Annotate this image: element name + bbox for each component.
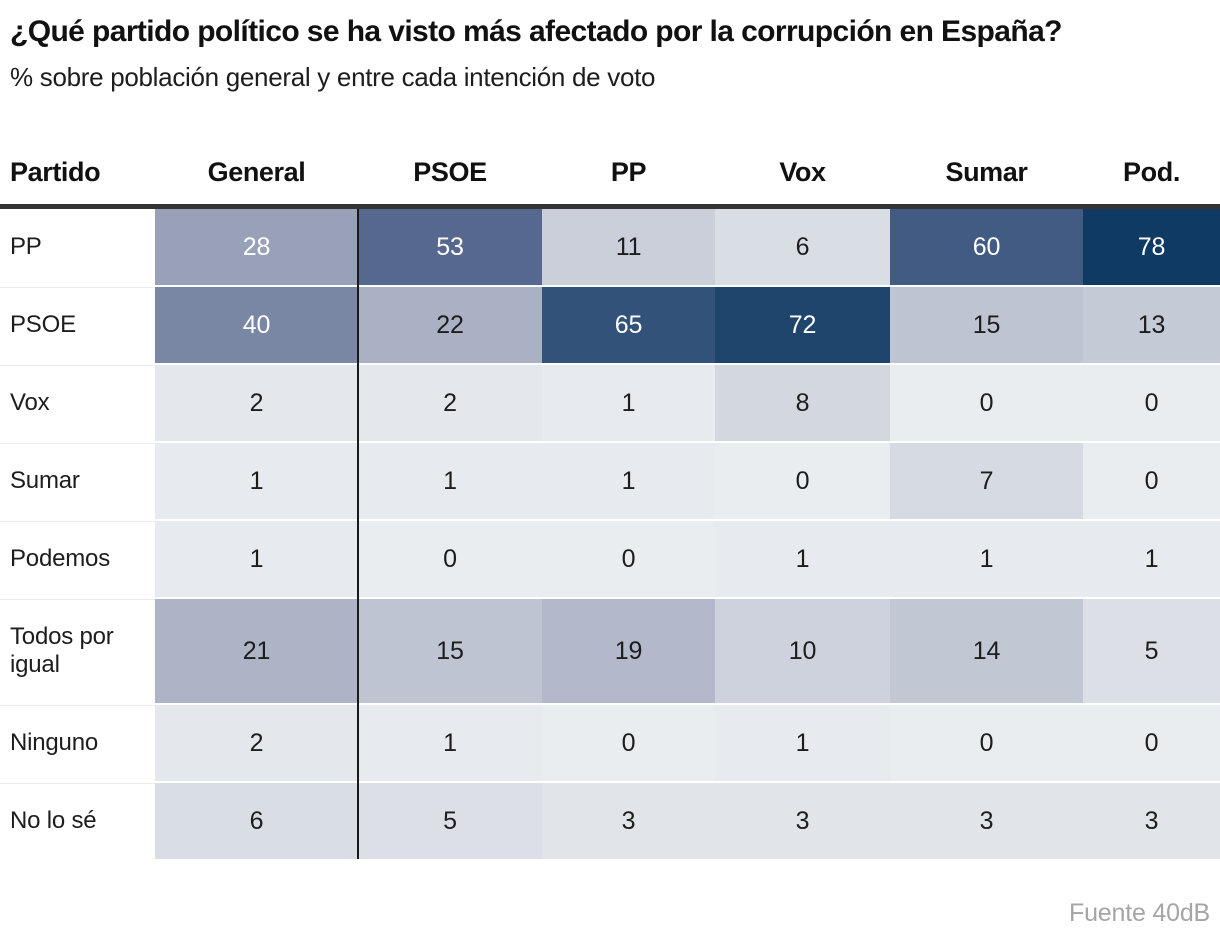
row-label: PSOE [0,285,155,363]
table-header: Partido General PSOE PP Vox Sumar Pod. [0,136,1220,209]
column-header-vox: Vox [715,136,890,209]
column-header-partido: Partido [0,136,155,209]
value-cell: 0 [890,363,1083,441]
value-cell: 5 [1083,597,1220,703]
value-cell: 11 [542,209,715,285]
value-cell: 72 [715,285,890,363]
value-cell: 40 [155,285,358,363]
row-label: Vox [0,363,155,441]
chart-title: ¿Qué partido político se ha visto más af… [10,15,1062,48]
chart-subtitle: % sobre población general y entre cada i… [10,62,656,92]
value-cell: 0 [1083,363,1220,441]
value-cell: 1 [155,519,358,597]
row-label: Todos por igual [0,597,155,703]
value-cell: 1 [542,441,715,519]
value-cell: 1 [715,703,890,781]
value-cell: 1 [358,703,542,781]
column-header-sumar: Sumar [890,136,1083,209]
value-cell: 60 [890,209,1083,285]
value-cell: 28 [155,209,358,285]
value-cell: 1 [1083,519,1220,597]
value-cell: 15 [890,285,1083,363]
table-row: No lo sé 6 5 3 3 3 3 [0,781,1220,859]
value-cell: 21 [155,597,358,703]
value-cell: 6 [155,781,358,859]
table-row: Todos por igual 21 15 19 10 14 5 [0,597,1220,703]
value-cell: 7 [890,441,1083,519]
value-cell: 1 [542,363,715,441]
value-cell: 13 [1083,285,1220,363]
table-row: PSOE 40 22 65 72 15 13 [0,285,1220,363]
heatmap-table-wrap: Partido General PSOE PP Vox Sumar Pod. PP 28 53 1… [0,136,1220,859]
column-header-pp: PP [542,136,715,209]
value-cell: 2 [155,703,358,781]
row-label: Ninguno [0,703,155,781]
value-cell: 10 [715,597,890,703]
row-label: Podemos [0,519,155,597]
value-cell: 0 [358,519,542,597]
value-cell: 1 [715,519,890,597]
value-cell: 53 [358,209,542,285]
chart-header: ¿Qué partido político se ha visto más af… [0,0,1220,92]
heatmap-table: Partido General PSOE PP Vox Sumar Pod. PP 28 53 1… [0,136,1220,859]
value-cell: 2 [155,363,358,441]
value-cell: 1 [890,519,1083,597]
value-cell: 22 [358,285,542,363]
value-cell: 6 [715,209,890,285]
row-label: PP [0,209,155,285]
value-cell: 2 [358,363,542,441]
table-row: PP 28 53 11 6 60 78 [0,209,1220,285]
value-cell: 3 [890,781,1083,859]
value-cell: 19 [542,597,715,703]
table-row: Sumar 1 1 1 0 7 0 [0,441,1220,519]
value-cell: 15 [358,597,542,703]
value-cell: 3 [715,781,890,859]
value-cell: 0 [1083,441,1220,519]
value-cell: 0 [542,703,715,781]
column-header-pod-: Pod. [1083,136,1220,209]
row-label: Sumar [0,441,155,519]
value-cell: 5 [358,781,542,859]
column-header-general: General [155,136,358,209]
table-row: Vox 2 2 1 8 0 0 [0,363,1220,441]
general-column-divider [357,209,359,859]
value-cell: 0 [542,519,715,597]
table-row: Podemos 1 0 0 1 1 1 [0,519,1220,597]
value-cell: 3 [542,781,715,859]
row-label: No lo sé [0,781,155,859]
value-cell: 1 [155,441,358,519]
source-note: Fuente 40dB [1069,899,1210,927]
value-cell: 65 [542,285,715,363]
value-cell: 14 [890,597,1083,703]
value-cell: 8 [715,363,890,441]
table-row: Ninguno 2 1 0 1 0 0 [0,703,1220,781]
value-cell: 78 [1083,209,1220,285]
value-cell: 0 [1083,703,1220,781]
column-header-psoe: PSOE [358,136,542,209]
value-cell: 3 [1083,781,1220,859]
value-cell: 0 [715,441,890,519]
value-cell: 1 [358,441,542,519]
value-cell: 0 [890,703,1083,781]
